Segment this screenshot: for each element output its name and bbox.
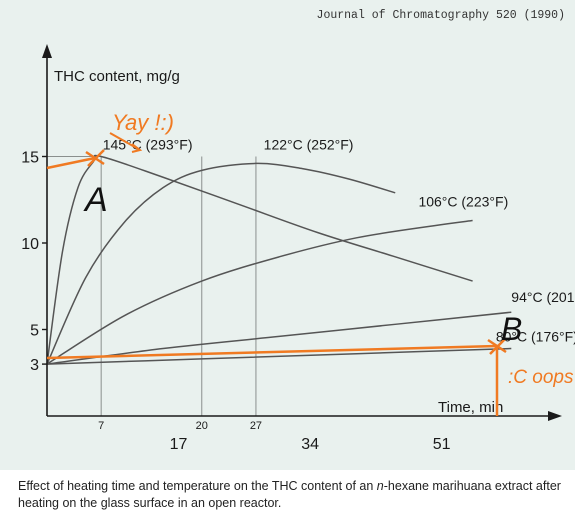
series-line-4 bbox=[46, 347, 512, 365]
annotation-point-b: B bbox=[501, 311, 522, 347]
x-tick-label-27: 27 bbox=[250, 420, 262, 432]
y-tick-label-10: 10 bbox=[21, 236, 39, 253]
series-label-2: 106°C (223°F) bbox=[418, 194, 508, 210]
x-axis-arrow bbox=[548, 411, 562, 421]
x-tick-label-20: 20 bbox=[196, 420, 208, 432]
figure-caption: Effect of heating time and temperature o… bbox=[0, 470, 575, 524]
y-tick-label-15: 15 bbox=[21, 150, 39, 167]
x-major-label-51: 51 bbox=[433, 436, 451, 453]
x-tick-label-7: 7 bbox=[98, 420, 104, 432]
series-line-3 bbox=[46, 311, 512, 365]
yay-arrow bbox=[109, 132, 143, 153]
series-curves bbox=[46, 154, 512, 365]
series-label-3: 94°C (201°F) bbox=[511, 289, 575, 305]
series-line-0 bbox=[46, 154, 473, 365]
journal-header: Journal of Chromatography 520 (1990) bbox=[317, 9, 565, 22]
x-major-label-17: 17 bbox=[170, 436, 188, 453]
series-label-0: 145°C (293°F) bbox=[103, 137, 193, 153]
caption-italic-n: n bbox=[376, 479, 384, 493]
peak-cross-mark bbox=[85, 149, 105, 167]
caption-part-1: Effect of heating time and temperature o… bbox=[18, 479, 377, 493]
x-axis-label: Time, min bbox=[438, 399, 503, 416]
axis-ticks: 3 5 10 15 7 20 27 17 34 51 bbox=[21, 150, 450, 454]
annotation-oops: :C oops bbox=[508, 367, 574, 388]
x-major-label-34: 34 bbox=[301, 436, 319, 453]
y-tick-label-3: 3 bbox=[30, 357, 39, 374]
series-line-1 bbox=[46, 162, 396, 365]
y-axis-label: THC content, mg/g bbox=[54, 68, 180, 85]
caption-part-2: -hexane marihuana extract after heating … bbox=[18, 479, 561, 510]
y-axis-arrow bbox=[42, 44, 52, 58]
b-cross-mark bbox=[487, 337, 507, 355]
y-tick-label-5: 5 bbox=[30, 323, 39, 340]
handwritten-annotations: Yay !:) A B :C oops bbox=[46, 110, 574, 416]
orange-line-to-peak bbox=[46, 156, 96, 170]
series-label-4: 80°C (176°F) bbox=[496, 329, 575, 345]
orange-line-to-b bbox=[46, 344, 498, 360]
annotation-point-a: A bbox=[83, 181, 108, 219]
gridlines bbox=[47, 156, 257, 416]
annotation-yay: Yay !:) bbox=[112, 110, 174, 135]
chart-svg: Journal of Chromatography 520 (1990) THC… bbox=[21, 9, 575, 454]
series-label-1: 122°C (252°F) bbox=[264, 137, 354, 153]
series-line-2 bbox=[46, 219, 473, 365]
